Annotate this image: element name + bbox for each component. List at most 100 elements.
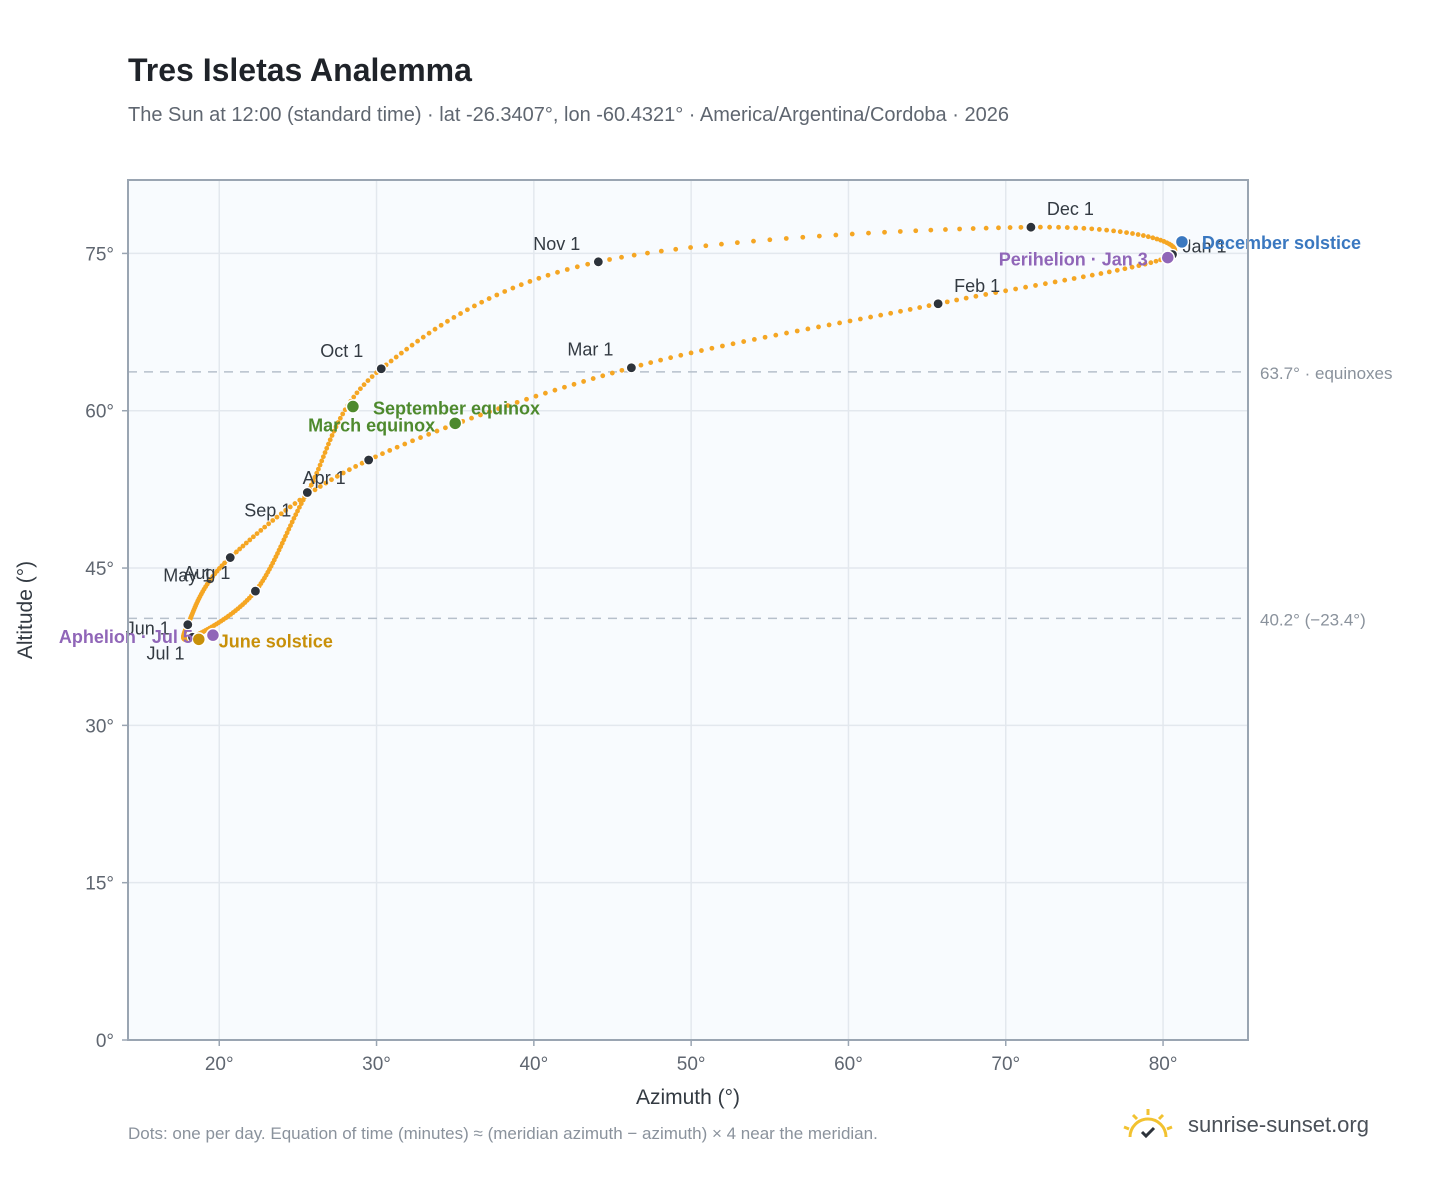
daily-sun-dot <box>751 238 756 244</box>
daily-sun-dot <box>619 254 624 260</box>
daily-sun-dot <box>1111 228 1116 234</box>
daily-sun-dot <box>334 473 340 479</box>
daily-sun-dot <box>857 316 863 322</box>
month-marker <box>932 298 944 310</box>
daily-sun-dot <box>574 264 580 270</box>
daily-sun-dot <box>954 297 960 303</box>
daily-sun-dot <box>833 232 839 238</box>
chart-subtitle: The Sun at 12:00 (standard time) · lat -… <box>128 104 1009 126</box>
daily-sun-dot <box>751 336 757 342</box>
daily-sun-dot <box>274 514 280 520</box>
daily-sun-dot <box>741 339 747 344</box>
x-tick-label: 70° <box>991 1054 1020 1075</box>
daily-sun-dot <box>262 524 268 530</box>
sun-icon <box>1123 1109 1173 1139</box>
reference-line-label: 63.7° · equinoxes <box>1260 364 1393 383</box>
daily-sun-dot <box>645 250 650 256</box>
daily-sun-dot <box>312 487 318 493</box>
daily-sun-dot <box>327 437 333 443</box>
daily-sun-dot <box>878 312 884 318</box>
daily-sun-dot <box>973 293 979 299</box>
daily-sun-dot <box>699 348 704 353</box>
daily-sun-dot <box>487 409 492 415</box>
daily-sun-dot <box>317 484 323 489</box>
daily-sun-dot <box>564 267 570 272</box>
daily-sun-dot <box>1104 227 1110 233</box>
daily-sun-dot <box>240 543 246 549</box>
brand-logo[interactable]: sunrise-sunset.org <box>1120 1100 1390 1150</box>
month-marker <box>592 256 604 268</box>
daily-sun-dot <box>648 360 654 366</box>
daily-sun-dot <box>365 378 371 383</box>
daily-sun-dot <box>1080 274 1086 280</box>
month-marker-label: Jul 1 <box>146 643 184 663</box>
month-marker-label: Nov 1 <box>533 234 580 254</box>
daily-sun-dot <box>837 320 842 326</box>
month-marker <box>625 362 637 374</box>
daily-sun-dot <box>581 379 587 384</box>
daily-sun-dot <box>420 334 426 340</box>
daily-sun-dot <box>1047 224 1052 230</box>
daily-sun-dot <box>545 272 551 278</box>
daily-sun-dot <box>1052 279 1058 285</box>
daily-sun-dot <box>322 450 328 455</box>
daily-sun-dot <box>335 420 341 425</box>
daily-sun-dot <box>527 279 533 284</box>
daily-sun-dot <box>438 322 444 328</box>
daily-sun-dot <box>536 275 542 281</box>
daily-sun-dot <box>1117 229 1123 235</box>
month-marker-label: Jan 1 <box>1182 236 1226 256</box>
daily-sun-dot <box>434 428 440 434</box>
daily-sun-dot <box>543 390 548 396</box>
x-tick-label: 80° <box>1149 1054 1178 1075</box>
daily-sun-dot <box>1140 233 1146 238</box>
daily-sun-dot <box>505 403 511 408</box>
daily-sun-dot <box>292 501 298 506</box>
brand-name: sunrise-sunset.org <box>1188 1112 1369 1137</box>
daily-sun-dot <box>533 393 539 399</box>
daily-sun-dot <box>388 358 394 364</box>
y-tick-label: 15° <box>85 874 114 895</box>
daily-sun-dot <box>957 226 962 232</box>
y-axis-label: Altitude (°) <box>14 561 37 659</box>
daily-sun-dot <box>247 537 253 543</box>
daily-sun-dot <box>317 462 323 468</box>
daily-sun-dot <box>1096 227 1102 232</box>
daily-sun-dot <box>329 433 335 438</box>
daily-sun-dot <box>1033 283 1038 288</box>
daily-sun-dot <box>1064 225 1070 230</box>
daily-sun-dot <box>514 399 520 405</box>
daily-sun-dot <box>432 326 438 332</box>
daily-sun-dot <box>316 466 321 472</box>
month-marker <box>1025 221 1037 233</box>
daily-sun-dot <box>631 252 637 258</box>
y-tick-label: 60° <box>85 402 114 423</box>
x-tick-label: 20° <box>205 1054 234 1075</box>
reference-line-label: 40.2° (−23.4°) <box>1260 610 1366 629</box>
y-tick-label: 0° <box>96 1031 114 1052</box>
month-marker <box>375 363 387 375</box>
daily-sun-dot <box>353 464 359 469</box>
daily-sun-dot <box>658 357 663 363</box>
daily-sun-dot <box>1081 225 1087 231</box>
daily-sun-dot <box>1136 263 1142 269</box>
daily-sun-dot <box>555 269 560 275</box>
daily-sun-dot <box>319 458 325 464</box>
daily-sun-dot <box>897 229 903 234</box>
daily-sun-dot <box>250 534 256 540</box>
daily-sun-dot <box>913 228 919 234</box>
daily-sun-dot <box>1042 281 1048 287</box>
daily-sun-dot <box>451 315 457 320</box>
daily-sun-dot <box>418 435 423 440</box>
daily-sun-dot <box>398 350 404 356</box>
daily-sun-dot <box>326 441 331 447</box>
daily-sun-dot <box>767 237 773 243</box>
daily-sun-dot <box>816 233 822 239</box>
y-tick-label: 45° <box>85 559 114 580</box>
daily-sun-dot <box>337 415 343 421</box>
daily-sun-dot <box>478 412 483 418</box>
daily-sun-dot <box>295 508 300 514</box>
daily-sun-dot <box>254 531 260 536</box>
daily-sun-dot <box>258 527 264 533</box>
